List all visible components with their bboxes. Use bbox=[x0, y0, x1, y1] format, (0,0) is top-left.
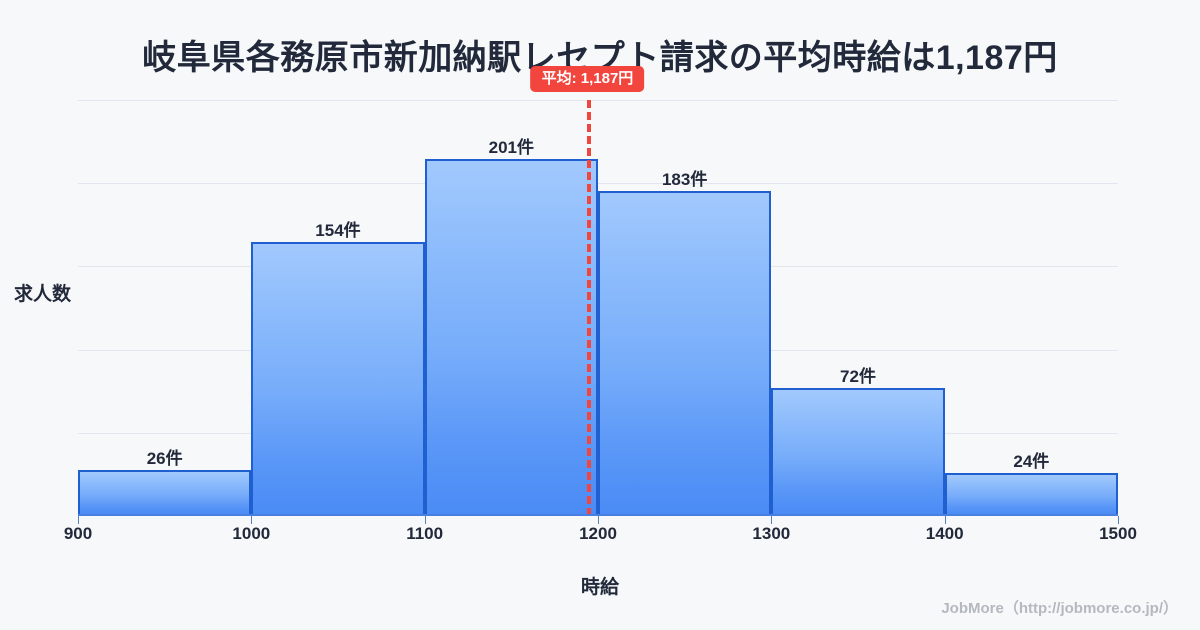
x-tick-1300 bbox=[771, 516, 773, 524]
x-tick-1000 bbox=[251, 516, 253, 524]
bar-1200-1300[interactable] bbox=[598, 190, 772, 516]
x-tick-label-1500: 1500 bbox=[1099, 524, 1137, 543]
x-tick-1100 bbox=[424, 516, 426, 524]
x-tick-label-1400: 1400 bbox=[925, 524, 964, 543]
x-tick-1500 bbox=[1118, 516, 1119, 524]
bar-1300-1400[interactable] bbox=[771, 388, 945, 516]
x-tick-label-900: 900 bbox=[63, 524, 93, 543]
gridline-4 bbox=[78, 100, 1118, 101]
plot-area: 26件 154件 201件 183件 72件 24件 平均: 1,187円 bbox=[78, 66, 1118, 516]
footer-credit: JobMore（http://jobmore.co.jp/） bbox=[941, 600, 1178, 617]
gridline-3 bbox=[78, 183, 1118, 185]
x-tick-label-1300: 1300 bbox=[752, 524, 791, 543]
bar-1100-1200[interactable] bbox=[424, 158, 598, 516]
bar-value-label-1300-1400: 72件 bbox=[840, 367, 876, 386]
bar-value-label-1200-1300: 183件 bbox=[661, 169, 708, 189]
x-tick-label-1100: 1100 bbox=[406, 524, 444, 543]
bar-1000-1100[interactable] bbox=[251, 242, 425, 516]
x-tick-1400 bbox=[944, 516, 946, 524]
x-axis-line bbox=[78, 514, 1118, 516]
y-axis-title: 求人数 bbox=[14, 284, 72, 305]
x-tick-label-1200: 1200 bbox=[579, 524, 617, 543]
average-badge: 平均: 1,187円 bbox=[530, 66, 645, 92]
bar-1400-1500[interactable] bbox=[944, 473, 1118, 516]
bar-value-label-1100-1200: 201件 bbox=[488, 137, 534, 157]
bar-value-label-900-1000: 26件 bbox=[146, 448, 183, 468]
x-tick-1200 bbox=[598, 516, 599, 524]
x-axis-title: 時給 bbox=[580, 577, 619, 598]
x-tick-900 bbox=[78, 516, 79, 524]
average-line bbox=[587, 100, 592, 516]
x-tick-label-1000: 1000 bbox=[232, 524, 271, 543]
bar-value-label-1000-1100: 154件 bbox=[315, 221, 361, 241]
bar-900-1000[interactable] bbox=[78, 469, 252, 516]
bar-value-label-1400-1500: 24件 bbox=[1013, 452, 1050, 472]
